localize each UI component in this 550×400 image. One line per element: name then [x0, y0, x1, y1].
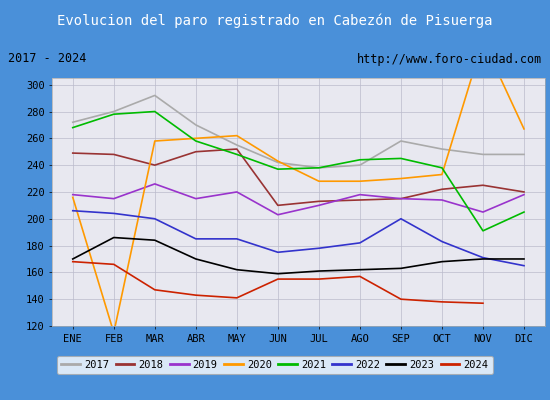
Text: http://www.foro-ciudad.com: http://www.foro-ciudad.com	[356, 52, 542, 66]
Legend: 2017, 2018, 2019, 2020, 2021, 2022, 2023, 2024: 2017, 2018, 2019, 2020, 2021, 2022, 2023…	[57, 356, 493, 374]
Text: Evolucion del paro registrado en Cabezón de Pisuerga: Evolucion del paro registrado en Cabezón…	[57, 14, 493, 28]
Text: 2017 - 2024: 2017 - 2024	[8, 52, 86, 66]
